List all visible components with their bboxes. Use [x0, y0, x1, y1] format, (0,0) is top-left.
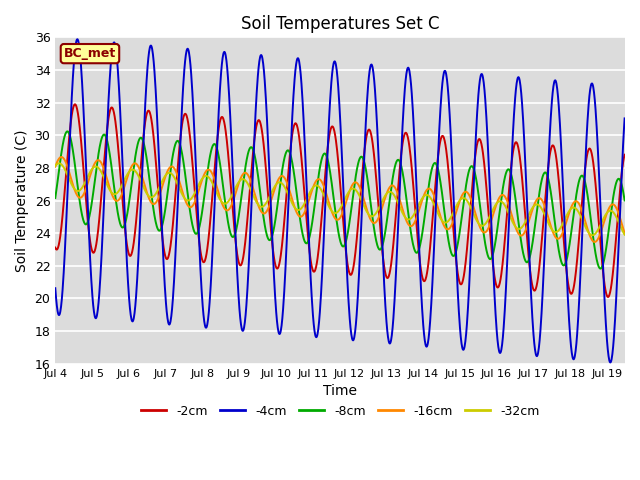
-8cm — [164, 182, 172, 188]
-16cm — [483, 228, 490, 234]
-4cm — [546, 136, 554, 142]
X-axis label: Time: Time — [323, 384, 357, 398]
-4cm — [268, 222, 275, 228]
-2cm — [71, 101, 79, 107]
Line: -16cm: -16cm — [55, 157, 625, 242]
-8cm — [268, 235, 275, 240]
-32cm — [483, 220, 490, 226]
-4cm — [621, 116, 628, 121]
-16cm — [164, 166, 172, 172]
-32cm — [216, 196, 224, 202]
-4cm — [216, 87, 224, 93]
-2cm — [483, 184, 490, 190]
-2cm — [268, 235, 275, 240]
-8cm — [154, 227, 162, 232]
-32cm — [154, 187, 162, 193]
-2cm — [621, 152, 628, 157]
-8cm — [546, 182, 554, 188]
-16cm — [621, 230, 628, 236]
-8cm — [483, 247, 490, 253]
-32cm — [546, 223, 554, 228]
-16cm — [216, 194, 224, 200]
-4cm — [154, 132, 162, 138]
-8cm — [596, 266, 604, 272]
-2cm — [216, 119, 224, 124]
-32cm — [55, 160, 63, 166]
Line: -2cm: -2cm — [55, 104, 625, 297]
Text: BC_met: BC_met — [64, 47, 116, 60]
-4cm — [483, 115, 490, 120]
-32cm — [589, 232, 596, 238]
-4cm — [74, 36, 81, 42]
-4cm — [164, 321, 172, 326]
-2cm — [604, 294, 612, 300]
-32cm — [51, 163, 59, 168]
-16cm — [268, 196, 275, 202]
-2cm — [164, 253, 172, 259]
-16cm — [58, 154, 65, 160]
-16cm — [591, 239, 598, 245]
Line: -32cm: -32cm — [55, 163, 625, 235]
Y-axis label: Soil Temperature (C): Soil Temperature (C) — [15, 129, 29, 272]
-8cm — [621, 198, 628, 204]
-8cm — [51, 195, 59, 201]
-32cm — [621, 232, 628, 238]
-32cm — [268, 190, 275, 195]
Line: -8cm: -8cm — [55, 132, 625, 269]
Title: Soil Temperatures Set C: Soil Temperatures Set C — [241, 15, 440, 33]
-32cm — [164, 170, 172, 176]
Line: -4cm: -4cm — [55, 39, 625, 362]
-4cm — [607, 360, 614, 365]
-16cm — [51, 164, 59, 169]
-4cm — [51, 285, 59, 291]
Legend: -2cm, -4cm, -8cm, -16cm, -32cm: -2cm, -4cm, -8cm, -16cm, -32cm — [136, 400, 545, 423]
-16cm — [546, 219, 554, 225]
-16cm — [154, 196, 162, 202]
-8cm — [63, 129, 71, 134]
-2cm — [51, 245, 59, 251]
-8cm — [216, 160, 224, 166]
-2cm — [546, 153, 554, 159]
-2cm — [154, 184, 162, 190]
